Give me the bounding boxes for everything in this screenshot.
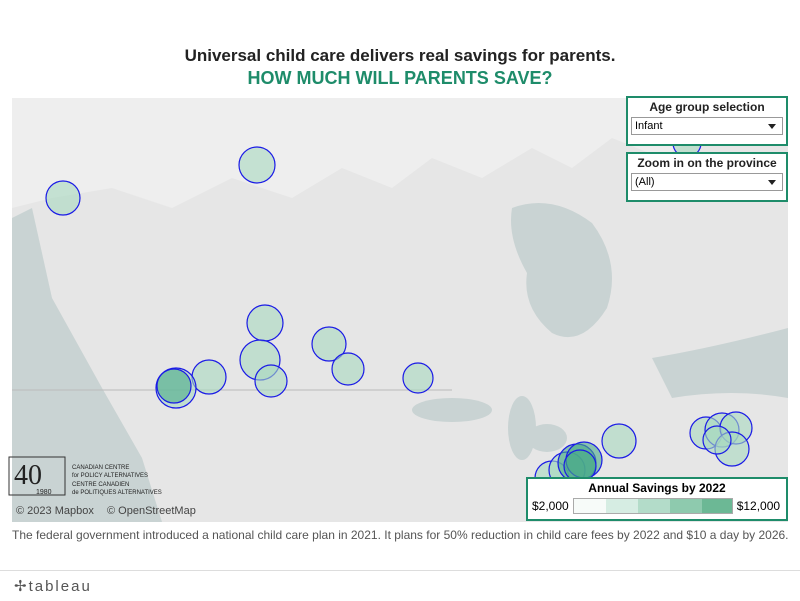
filter-label: Age group selection [649,100,765,114]
filter-label: Zoom in on the province [637,156,777,170]
subtitle: HOW MUCH WILL PARENTS SAVE? [247,68,553,88]
swatch [605,499,638,513]
brand[interactable]: ✢tableau [14,577,92,595]
swatch [701,499,732,513]
lake [412,398,492,422]
attribution: © OpenStreetMap [107,505,196,517]
logo: 40 1980 CANADIAN CENTRE for POLICY ALTER… [8,456,168,500]
logo-text: CANADIAN CENTRE [72,465,129,471]
swatch [669,499,702,513]
logo-number: 40 [14,460,42,491]
filter: Age group selection Infant [626,96,788,146]
gulf [652,328,788,398]
brand-text: tableau [28,578,92,595]
dropdown[interactable]: Infant [631,117,783,135]
footer-note: The federal government introduced a nati… [12,528,789,542]
logo-graphic: 40 1980 CANADIAN CENTRE for POLICY ALTER… [8,456,162,496]
hudson-bay [511,203,612,338]
legend-title: Annual Savings by 2022 [588,481,726,495]
dropdown[interactable]: (All) [631,173,783,191]
logo-year: 1980 [36,489,52,496]
lake [508,396,536,460]
pacific [12,208,162,522]
legend-swatches [572,498,733,514]
legend-max: $12,000 [736,499,781,513]
logo-box [8,456,66,496]
legend: Annual Savings by 2022 $2,000 $12,000 [526,477,788,521]
arctic [12,98,788,208]
swatch [637,499,670,513]
swatch [573,499,606,513]
brand-icon: ✢ [14,578,29,595]
logo-text: for POLICY ALTERNATIVES [72,473,148,479]
legend-min: $2,000 [532,499,569,513]
logo-text: de POLITIQUES ALTERNATIVES [72,490,162,496]
attribution: © 2023 Mapbox [16,505,94,517]
logo-text: CENTRE CANADIEN [72,482,129,488]
filter: Zoom in on the province (All) [626,152,788,202]
lake [527,424,567,452]
title: Universal child care delivers real savin… [184,46,616,65]
legend-scale: $2,000 $12,000 [528,498,786,514]
toolbar: ✢tableau [0,570,800,601]
